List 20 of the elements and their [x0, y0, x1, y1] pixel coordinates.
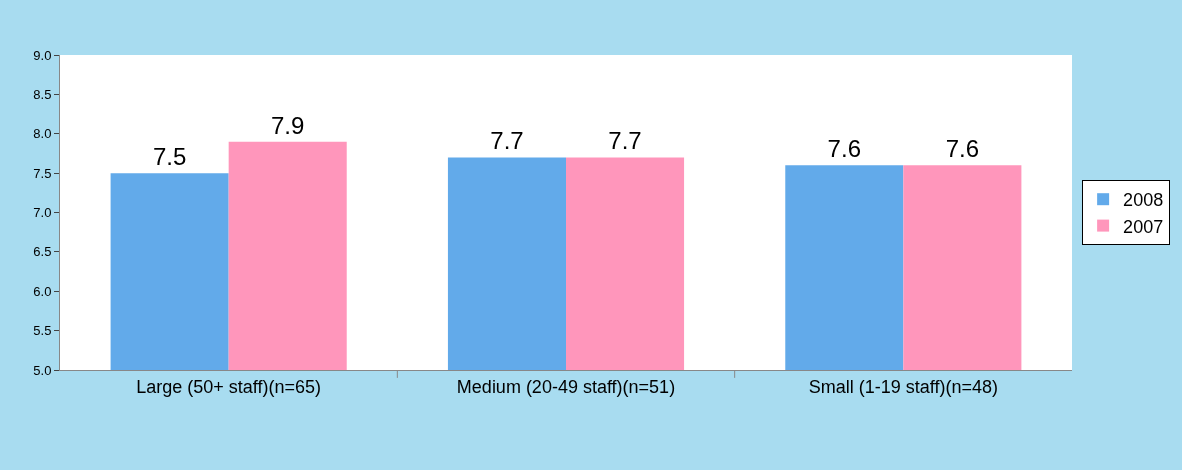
- data-label: 7.6: [827, 135, 861, 163]
- y-tick-label: 6.5: [33, 244, 52, 260]
- y-tick-label: 5.5: [33, 323, 52, 339]
- y-tick-label: 9.0: [33, 47, 52, 63]
- x-tick-label: Large (50+ staff)(n=65): [136, 376, 322, 397]
- legend-label: 2007: [1123, 216, 1164, 237]
- y-tick-label: 5.0: [33, 362, 52, 378]
- x-tick-label: Medium (20-49 staff)(n=51): [456, 376, 676, 397]
- y-tick-label: 7.5: [33, 165, 52, 181]
- y-tick-label: 8.0: [33, 126, 52, 142]
- y-tick-label: 8.5: [33, 86, 52, 102]
- data-label: 7.7: [608, 127, 642, 155]
- y-tick-label: 7.0: [33, 205, 52, 221]
- data-label: 7.7: [490, 127, 524, 155]
- data-label: 7.6: [945, 135, 980, 163]
- y-tick-label: 6.0: [33, 283, 52, 299]
- data-label: 7.9: [271, 111, 305, 139]
- x-tick-label: Small (1-19 staff)(n=48): [808, 376, 998, 397]
- data-label: 7.5: [152, 143, 187, 171]
- legend-label: 2008: [1123, 190, 1164, 211]
